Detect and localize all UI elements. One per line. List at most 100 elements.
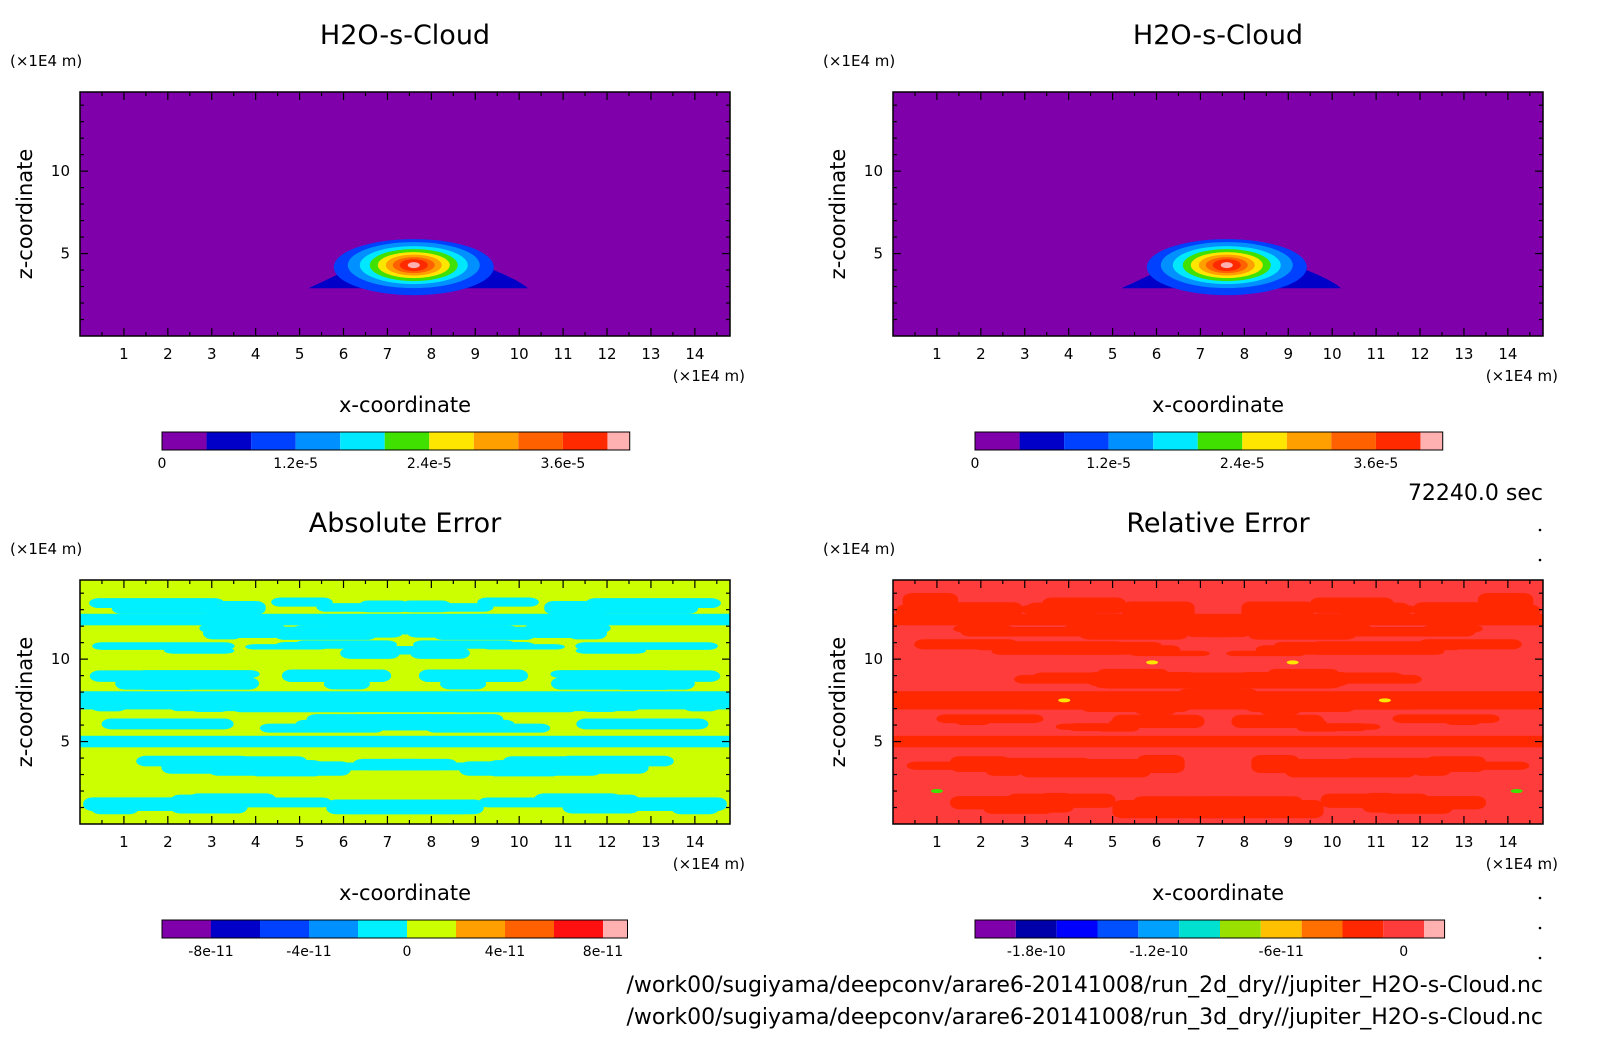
colorbar-swatch [211, 920, 260, 938]
colorbar-tick-label: 8e-11 [583, 944, 623, 960]
error-speckle [1510, 789, 1523, 794]
x-unit-label: (×1E4 m) [673, 855, 745, 873]
x-unit-label: (×1E4 m) [673, 367, 745, 385]
x-axis-label: x-coordinate [1152, 393, 1284, 417]
error-patch [929, 602, 1023, 617]
colorbar-swatch [518, 432, 563, 450]
colorbar-swatch [429, 432, 474, 450]
colorbar-swatch [1342, 920, 1384, 938]
error-patch [136, 755, 251, 767]
error-patch [115, 677, 259, 690]
x-tick-label: 9 [1283, 833, 1293, 851]
colorbar-tick-label: 3.6e-5 [540, 456, 585, 472]
error-patch [1231, 714, 1325, 728]
error-band [893, 613, 1543, 626]
x-axis-label: x-coordinate [339, 393, 471, 417]
x-tick-label: 5 [1108, 833, 1118, 851]
margin-dot [1538, 956, 1542, 960]
y-tick-label: 10 [51, 162, 70, 180]
colorbar-swatch [358, 920, 407, 938]
colorbar-swatch [1220, 920, 1261, 938]
y-axis-label: z-coordinate [13, 637, 37, 768]
error-patch [1111, 714, 1205, 728]
x-tick-label: 2 [976, 833, 986, 851]
time-label: 72240.0 sec [1408, 481, 1543, 506]
x-tick-label: 11 [1367, 345, 1386, 363]
plot-area [893, 92, 1543, 336]
colorbar-swatch [407, 920, 456, 938]
x-tick-label: 1 [932, 833, 942, 851]
error-patch [551, 677, 695, 690]
x-tick-label: 6 [1152, 833, 1162, 851]
colorbar-swatch [162, 432, 207, 450]
error-patch [477, 597, 539, 607]
x-tick-label: 7 [383, 345, 393, 363]
error-patch [936, 714, 1044, 724]
x-tick-label: 8 [427, 833, 437, 851]
colorbar-swatch [251, 432, 296, 450]
field-background [893, 92, 1543, 336]
x-tick-label: 13 [1454, 345, 1473, 363]
plot-area [80, 92, 730, 336]
x-tick-label: 5 [1108, 345, 1118, 363]
colorbar-tick-label: 0 [1399, 944, 1408, 960]
colorbar-tick-label: 0 [158, 456, 167, 472]
x-tick-label: 3 [207, 345, 217, 363]
x-tick-label: 11 [1367, 833, 1386, 851]
x-tick-label: 7 [383, 833, 393, 851]
x-tick-label: 9 [470, 345, 480, 363]
x-tick-label: 12 [1410, 345, 1429, 363]
error-patch [486, 760, 562, 777]
x-axis-label: x-coordinate [1152, 881, 1284, 905]
colorbar-frame [974, 919, 1446, 939]
error-patch [544, 600, 601, 615]
colorbar-frame [974, 431, 1444, 451]
colorbar-swatch [384, 432, 430, 450]
error-patch [353, 758, 428, 769]
y-axis-label: z-coordinate [13, 149, 37, 280]
y-tick-label: 5 [873, 245, 883, 263]
colorbar-swatch [309, 920, 358, 938]
x-tick-label: 10 [510, 833, 529, 851]
error-patch [983, 801, 1056, 814]
error-speckle [930, 789, 943, 794]
error-patch [1362, 792, 1398, 813]
error-patch [101, 718, 234, 730]
colorbar-swatch [1179, 920, 1220, 938]
x-tick-label: 2 [163, 833, 173, 851]
x-tick-label: 5 [295, 345, 305, 363]
cloud-core [407, 262, 420, 269]
colorbar-swatch [607, 432, 630, 450]
x-tick-label: 7 [1196, 833, 1206, 851]
y-tick-label: 10 [864, 162, 883, 180]
x-tick-label: 12 [1410, 833, 1429, 851]
error-patch [1392, 714, 1500, 724]
error-speckle [1058, 698, 1071, 703]
file-path-label: /work00/sugiyama/deepconv/arare6-2014100… [627, 973, 1544, 998]
x-tick-label: 1 [932, 345, 942, 363]
x-tick-label: 1 [119, 345, 129, 363]
x-tick-label: 12 [597, 833, 616, 851]
colorbar-swatch [975, 920, 1016, 938]
x-tick-label: 3 [1020, 833, 1030, 851]
x-tick-label: 7 [1196, 345, 1206, 363]
error-patch [1057, 645, 1181, 655]
colorbar-swatch [1108, 432, 1154, 450]
error-patch [1310, 597, 1394, 614]
colorbar-swatch [1375, 432, 1421, 450]
y-tick-label: 5 [60, 245, 70, 263]
colorbar-swatch [1301, 920, 1343, 938]
panel-title: Relative Error [1126, 508, 1310, 539]
colorbar-swatch [1015, 920, 1057, 938]
x-tick-label: 1 [119, 833, 129, 851]
x-tick-label: 6 [1152, 345, 1162, 363]
error-patch [323, 678, 370, 690]
error-patch [1339, 626, 1476, 637]
error-patch [336, 799, 484, 815]
error-band [80, 735, 730, 748]
colorbar-swatch [1097, 920, 1139, 938]
error-patch [576, 718, 709, 730]
x-tick-label: 13 [641, 345, 660, 363]
error-patch [472, 625, 517, 633]
